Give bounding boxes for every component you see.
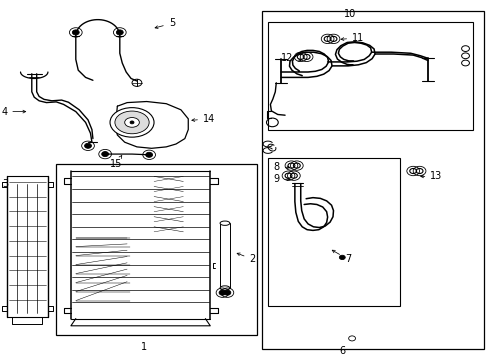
Bar [267,22,472,130]
Text: 12: 12 [281,53,301,63]
Bar [261,11,483,349]
Circle shape [102,152,108,157]
Ellipse shape [115,111,149,134]
Circle shape [145,152,152,157]
Ellipse shape [220,221,229,225]
Text: 3: 3 [2,179,8,189]
Circle shape [224,290,230,295]
Text: 14: 14 [191,114,215,124]
Text: 9: 9 [273,174,289,184]
Text: 1: 1 [141,342,147,352]
Circle shape [116,30,123,35]
Text: 11: 11 [340,33,364,43]
Text: 4: 4 [1,107,26,117]
Text: 2: 2 [237,253,255,264]
Text: 15: 15 [110,156,122,169]
Text: 5: 5 [155,18,175,28]
Text: 10: 10 [343,9,355,19]
Text: 7: 7 [331,250,350,264]
Circle shape [84,143,91,148]
Circle shape [130,121,134,124]
Bar [267,158,399,306]
Text: 8: 8 [273,162,289,172]
Ellipse shape [124,117,139,127]
Circle shape [339,255,345,260]
Ellipse shape [220,286,229,290]
Text: 6: 6 [339,346,345,356]
Text: 13: 13 [420,171,442,181]
Bar [56,164,256,335]
Ellipse shape [110,108,154,137]
Circle shape [72,30,79,35]
Circle shape [219,290,225,295]
